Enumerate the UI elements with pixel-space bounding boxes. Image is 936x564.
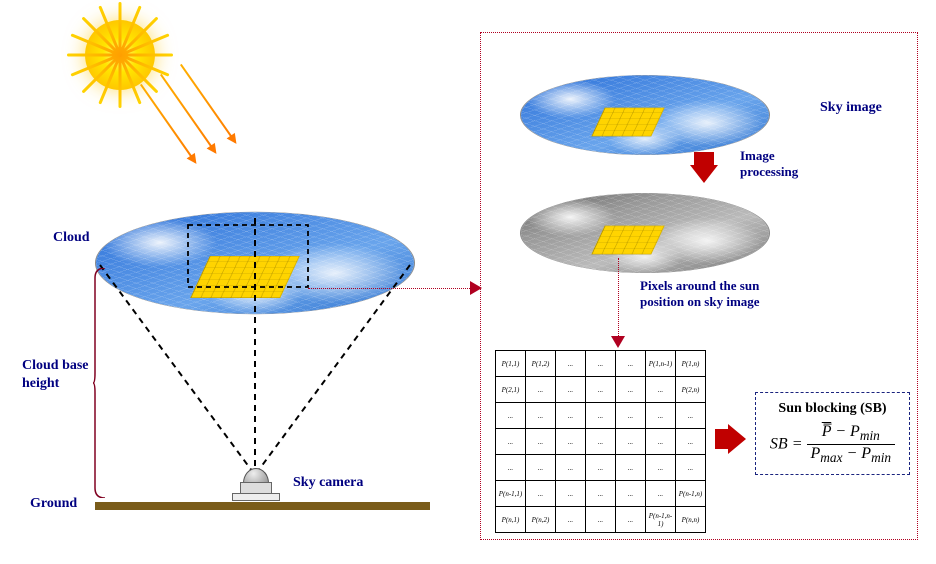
pixel-cell: ... — [496, 455, 526, 481]
pixel-cell: P(1,n) — [676, 351, 706, 377]
arrow-head — [690, 165, 718, 183]
pixel-cell: ... — [646, 377, 676, 403]
pixel-cell: ... — [646, 403, 676, 429]
f-numOp: − — [835, 423, 846, 440]
pixel-cell: P(1,2) — [526, 351, 556, 377]
pixel-cell: ... — [526, 429, 556, 455]
pixel-cell: ... — [676, 455, 706, 481]
connector-v — [618, 258, 619, 340]
f-lhs: SB — [770, 435, 788, 452]
pixel-cell: ... — [556, 455, 586, 481]
pixel-cell: ... — [556, 377, 586, 403]
camera-dome — [243, 468, 269, 483]
arrow-stem — [694, 152, 714, 166]
sun-ray-arrow — [160, 74, 216, 153]
sun-rays — [67, 2, 173, 108]
pixel-cell: ... — [616, 429, 646, 455]
pixel-cell: P(n-1,n-1) — [646, 507, 676, 533]
sun-icon — [85, 20, 155, 90]
arrow-right-stem — [715, 429, 729, 449]
sb-title: Sun blocking (SB) — [766, 401, 899, 417]
pixels-label-1: Pixels around the sun — [640, 278, 759, 294]
f-numR: P — [850, 423, 860, 440]
sun-ray — [81, 53, 122, 94]
pixel-cell: ... — [556, 507, 586, 533]
pixel-cell: ... — [646, 481, 676, 507]
ground-line — [95, 502, 430, 510]
sun-ray-arrow — [180, 64, 236, 143]
pixel-cell: ... — [556, 481, 586, 507]
f-denOp: − — [847, 445, 858, 462]
f-numRsub: min — [860, 428, 880, 443]
arrow-right-head — [728, 424, 748, 454]
ground-label: Ground — [30, 496, 77, 512]
pixel-cell: P(n,n) — [676, 507, 706, 533]
pixel-cell: P(n-1,n) — [676, 481, 706, 507]
pixel-cell: ... — [616, 377, 646, 403]
pixel-cell: ... — [586, 455, 616, 481]
pixel-cell: ... — [646, 429, 676, 455]
pixel-cell: P(2,1) — [496, 377, 526, 403]
pixel-cell: ... — [646, 455, 676, 481]
pixel-cell: P(n,2) — [526, 507, 556, 533]
cloud-label: Cloud — [53, 230, 90, 246]
pixel-cell: ... — [496, 429, 526, 455]
pixel-cell: ... — [526, 377, 556, 403]
pixel-cell: P(2,n) — [676, 377, 706, 403]
pixel-cell: ... — [556, 351, 586, 377]
pixel-cell: ... — [586, 403, 616, 429]
pixel-cell: ... — [526, 403, 556, 429]
sun-blocking-box: Sun blocking (SB) SB = P̅ − Pmin Pmax − … — [755, 392, 910, 475]
pixel-cell: ... — [616, 403, 646, 429]
sky-image-label: Sky image — [820, 100, 882, 116]
pixel-cell: ... — [676, 429, 706, 455]
cbh-bracket — [93, 268, 107, 498]
f-denR: P — [861, 445, 871, 462]
pixel-cell: P(n-1,1) — [496, 481, 526, 507]
pixel-cell: P(1,n-1) — [646, 351, 676, 377]
pixel-cell: ... — [616, 351, 646, 377]
pixel-cell: ... — [616, 481, 646, 507]
pixel-cell: ... — [586, 429, 616, 455]
connector-line — [308, 288, 478, 289]
pixel-cell: ... — [586, 481, 616, 507]
pixel-matrix: P(1,1)P(1,2).........P(1,n-1)P(1,n)P(2,1… — [495, 350, 706, 533]
pixel-cell: P(1,1) — [496, 351, 526, 377]
pixel-cell: ... — [586, 507, 616, 533]
imgproc-label-1: Image — [740, 148, 775, 164]
cbh-label-1: Cloud base — [22, 358, 89, 374]
pixel-cell: ... — [556, 429, 586, 455]
sun-ray — [118, 53, 159, 94]
f-denRsub: min — [871, 450, 891, 465]
f-numL: P̅ — [822, 423, 831, 440]
pixel-cell: ... — [556, 403, 586, 429]
f-denL: P — [811, 445, 821, 462]
cbh-label-2: height — [22, 376, 59, 392]
sky-camera-label: Sky camera — [293, 475, 363, 491]
pixels-label-2: position on sky image — [640, 294, 760, 310]
pixel-cell: ... — [526, 455, 556, 481]
pixel-cell: ... — [616, 507, 646, 533]
pixel-cell: P(n,1) — [496, 507, 526, 533]
pixel-cell: ... — [496, 403, 526, 429]
f-eq: = — [792, 435, 803, 452]
pixel-cell: ... — [616, 455, 646, 481]
pixel-cell: ... — [526, 481, 556, 507]
camera-base — [232, 493, 280, 501]
sb-formula: SB = P̅ − Pmin Pmax − Pmin — [766, 423, 899, 466]
pixel-cell: ... — [586, 377, 616, 403]
connector-v-head — [611, 336, 625, 350]
pixel-cell: ... — [586, 351, 616, 377]
imgproc-label-2: processing — [740, 164, 798, 180]
pixel-cell: ... — [676, 403, 706, 429]
f-denLsub: max — [820, 450, 842, 465]
